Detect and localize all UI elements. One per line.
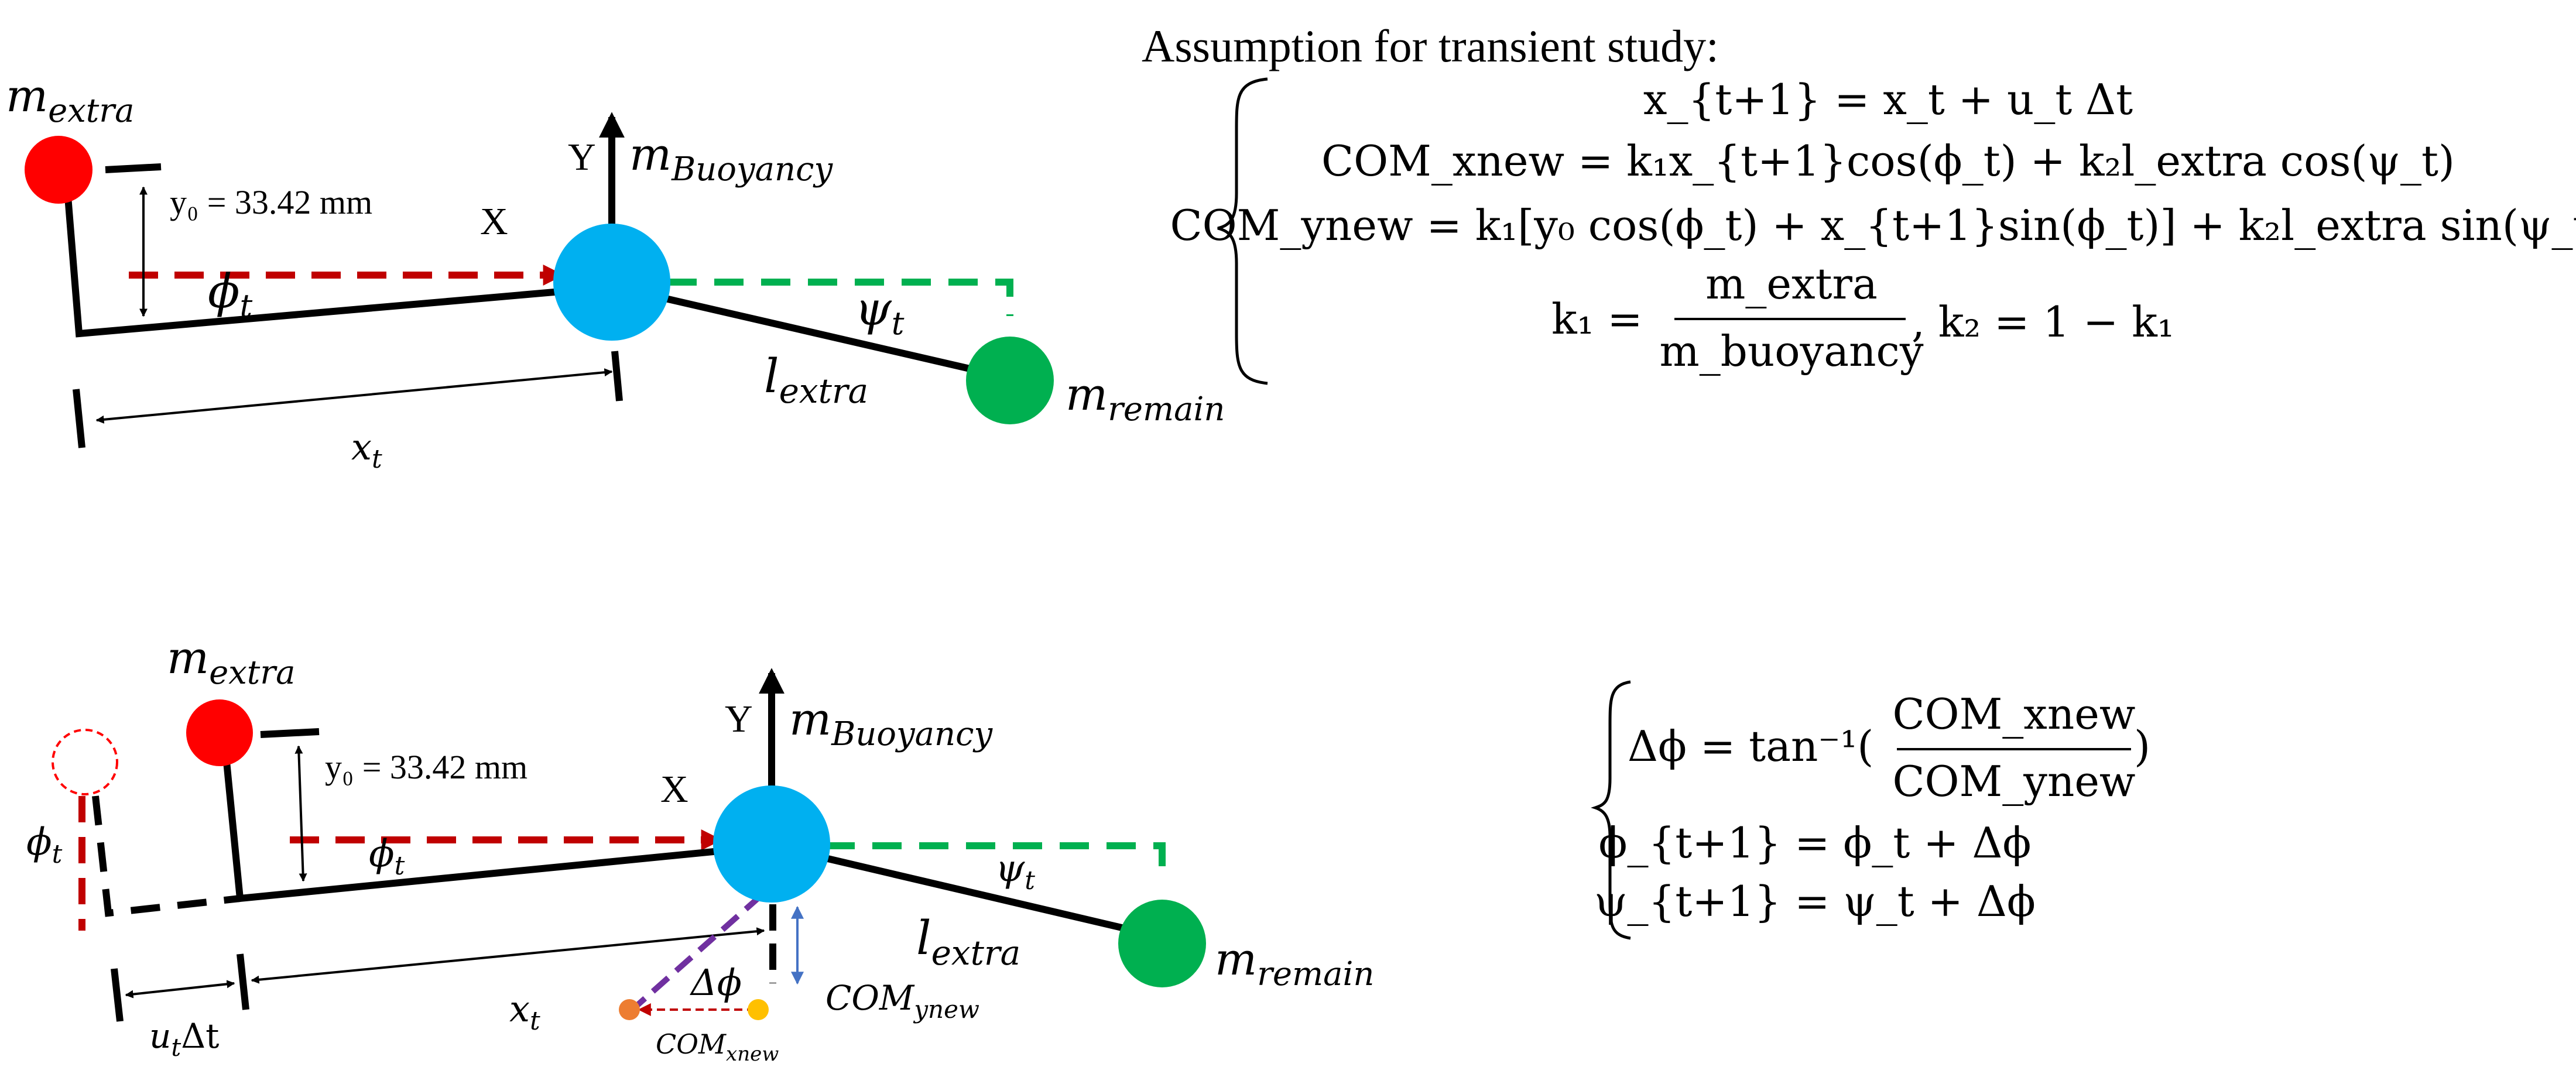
bottom-com-xnew-label: COMxnew bbox=[656, 1028, 779, 1066]
top-m-extra-label: mextra bbox=[6, 70, 134, 130]
bottom-mass-remain bbox=[1118, 900, 1206, 987]
top-l-extra-label: lextra bbox=[764, 349, 868, 411]
bottom-m-buoyancy-label: mBuoyancy bbox=[789, 693, 993, 753]
bottom-udt-tick-left bbox=[111, 968, 124, 1022]
top-mass-extra bbox=[25, 136, 93, 204]
top-mass-buoyancy bbox=[553, 224, 670, 341]
bottom-mass-extra bbox=[186, 699, 253, 766]
bottom-udt-label: utΔt bbox=[149, 1016, 219, 1062]
bottom-udt-tick-right bbox=[237, 953, 249, 1010]
eq-line-3: COM_ynew = k₁[y₀ cos(ϕ_t) + x_{t+1}sin(ϕ… bbox=[1170, 201, 2576, 250]
bottom-com-point-old bbox=[748, 999, 769, 1020]
top-phi-label: ϕt bbox=[208, 264, 253, 324]
bottom-rotation-dashed-line bbox=[630, 893, 763, 1012]
top-lever-arm bbox=[61, 153, 615, 338]
bottom-udt-dimension bbox=[125, 980, 235, 999]
eq-bottom-line-1-lhs: Δϕ = tan⁻¹( bbox=[1628, 722, 1873, 771]
bottom-m-remain-label: mremain bbox=[1215, 933, 1374, 993]
eq-line-4-rhs: , k₂ = 1 − k₁ bbox=[1912, 297, 2174, 346]
eq-bottom-line-3: ψ_{t+1} = ψ_t + Δϕ bbox=[1594, 877, 2036, 926]
eq-bottom-line-2: ϕ_{t+1} = ϕ_t + Δϕ bbox=[1598, 818, 2031, 867]
eq-bottom-line-1-denominator: COM_ynew bbox=[1892, 757, 2135, 806]
eq-bottom-line-1-rhs: ) bbox=[2134, 722, 2150, 771]
bottom-remain-arm bbox=[772, 842, 1160, 940]
eq-line-2: COM_xnew = k₁x_{t+1}cos(ϕ_t) + k₂l_extra… bbox=[1321, 136, 2455, 186]
top-mass-remain bbox=[966, 337, 1054, 424]
bottom-y0-tick bbox=[260, 728, 320, 738]
bottom-m-extra-label: mextra bbox=[167, 632, 295, 692]
bottom-y0-dimension bbox=[294, 745, 307, 882]
bottom-psi-label: ψt bbox=[995, 847, 1035, 896]
bottom-phi-label: ϕt bbox=[369, 832, 405, 881]
bottom-ghost-mass-extra bbox=[52, 729, 118, 795]
bottom-l-extra-label: lextra bbox=[916, 911, 1020, 973]
top-y0-tick bbox=[105, 163, 162, 173]
eq-line-1: x_{t+1} = x_t + u_t Δt bbox=[1643, 75, 2133, 124]
bottom-phi-left-label: ϕt bbox=[26, 821, 63, 869]
top-xt-label: xt bbox=[351, 426, 382, 474]
bottom-delta-phi-label: Δϕ bbox=[690, 961, 742, 1004]
top-axis-y-label: Y bbox=[568, 136, 596, 179]
bottom-y0-label: y₀ = 33.42 mm bbox=[325, 748, 527, 786]
top-y0-label: y₀ = 33.42 mm bbox=[170, 183, 372, 221]
top-psi-reference-dashed bbox=[667, 279, 1013, 316]
eq-line-4-numerator: m_extra bbox=[1705, 259, 1878, 308]
top-m-buoyancy-label: mBuoyancy bbox=[629, 128, 833, 188]
top-m-remain-label: mremain bbox=[1066, 368, 1225, 428]
top-xt-tick-right bbox=[611, 351, 623, 402]
eq-bottom-line-1-numerator: COM_xnew bbox=[1892, 689, 2135, 739]
bottom-com-point-new bbox=[619, 999, 640, 1020]
bottom-psi-reference-dashed bbox=[825, 842, 1166, 878]
bottom-xt-dimension bbox=[251, 927, 765, 984]
top-psi-label: ψt bbox=[855, 282, 905, 342]
bottom-lever-arm bbox=[219, 719, 773, 903]
assumption-title: Assumption for transient study: bbox=[1142, 20, 1719, 71]
top-xt-tick-left bbox=[73, 389, 85, 448]
top-xt-dimension bbox=[95, 368, 613, 424]
bottom-mass-buoyancy bbox=[713, 785, 830, 903]
eq-line-4-lhs: k₁ = bbox=[1551, 294, 1643, 344]
bottom-diagram: mextra y₀ = 33.42 mm Y X mBuoyancy ϕt ϕt… bbox=[26, 632, 1374, 1066]
top-diagram: mextra y₀ = 33.42 mm Y X mBuoyancy ϕt ψt… bbox=[6, 70, 1225, 474]
top-equations-brace bbox=[1217, 77, 1268, 385]
bottom-axis-y-label: Y bbox=[725, 698, 753, 740]
eq-line-4-denominator: m_buoyancy bbox=[1659, 327, 1923, 376]
bottom-equations: Δϕ = tan⁻¹( COM_xnew COM_ynew ) ϕ_{t+1} … bbox=[1591, 680, 2150, 940]
bottom-equations-brace bbox=[1591, 680, 1631, 940]
bottom-ghost-lever-arm bbox=[92, 795, 241, 917]
bottom-com-ynew-label: COMynew bbox=[825, 978, 979, 1024]
top-remain-arm bbox=[614, 283, 996, 378]
bottom-axis-x-label: X bbox=[660, 768, 688, 811]
top-equations: Assumption for transient study: x_{t+1} … bbox=[1142, 20, 2576, 385]
top-axis-x-label: X bbox=[480, 200, 508, 243]
bottom-xt-label: xt bbox=[509, 987, 540, 1036]
